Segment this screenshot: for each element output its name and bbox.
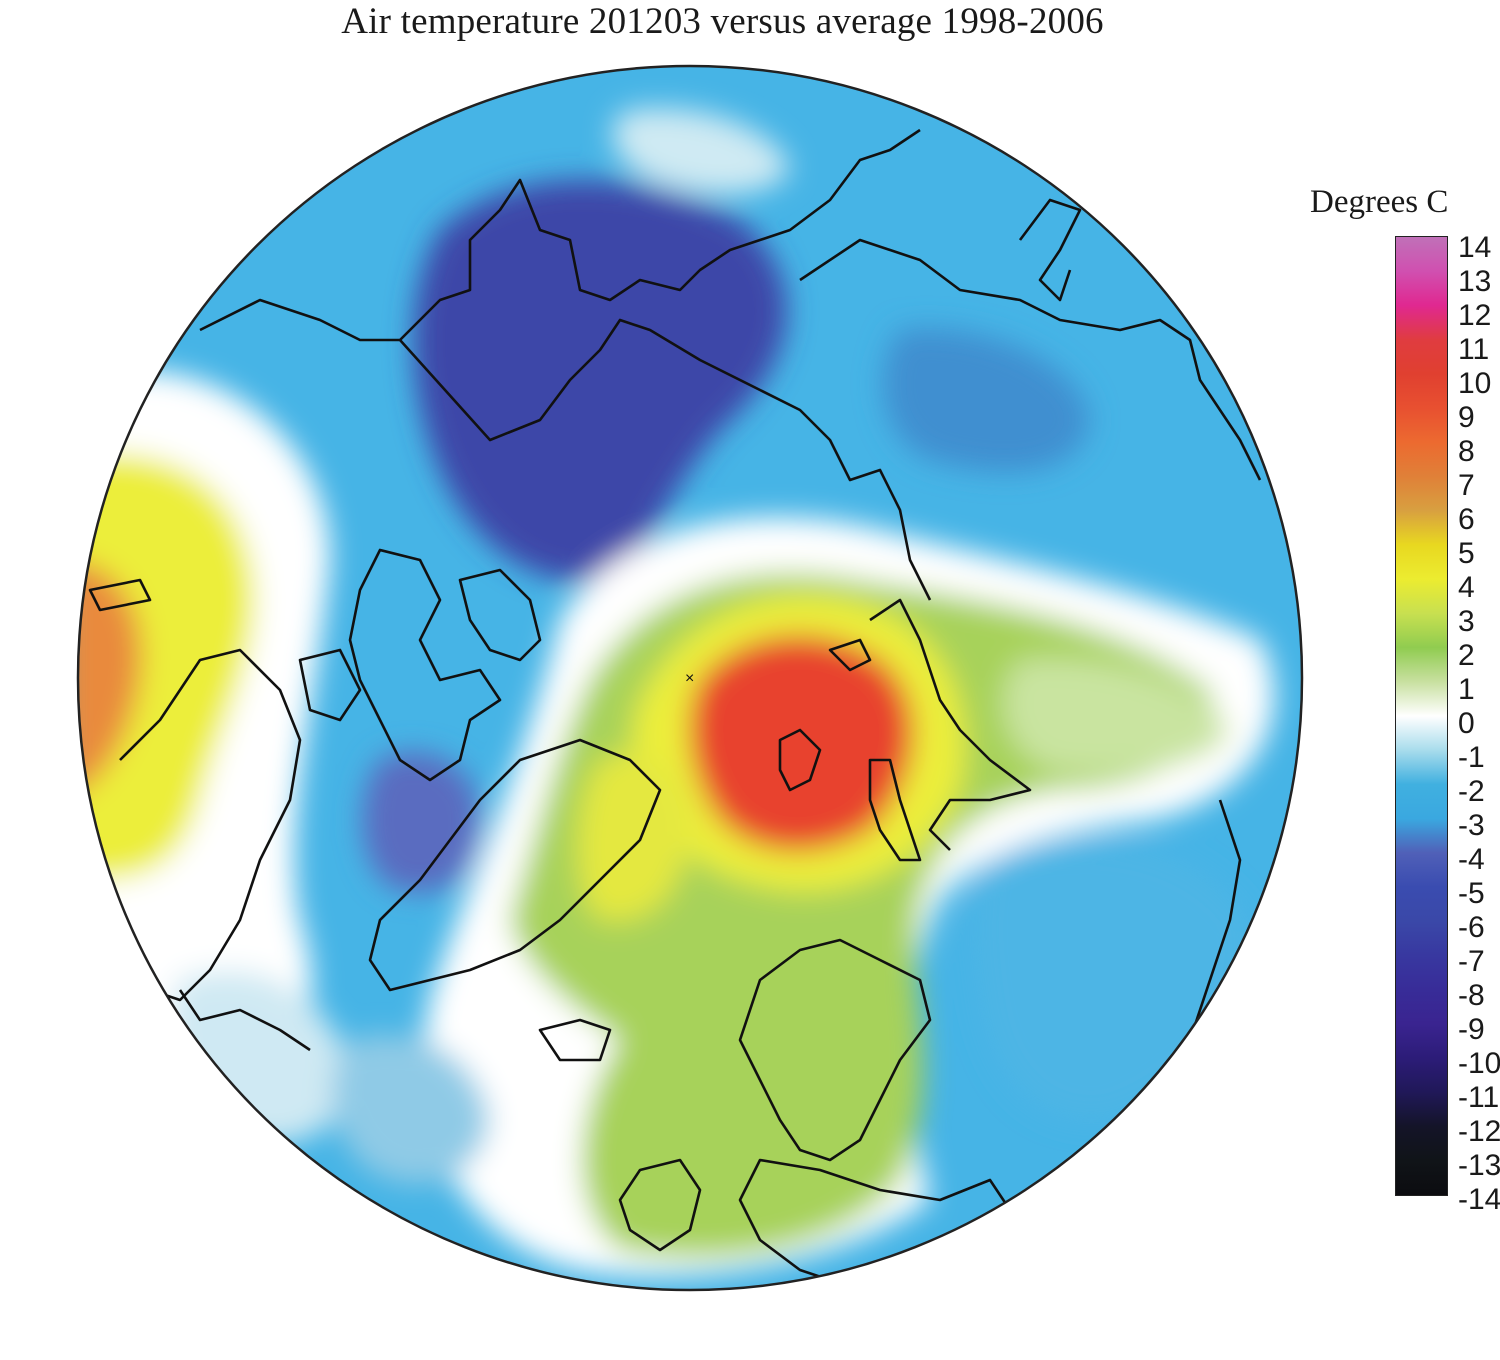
legend-tick-label: 14	[1458, 231, 1492, 264]
coastline-svalbard	[778, 728, 822, 792]
coastline-archipelago-2	[458, 568, 542, 662]
anomaly-deep-negative	[413, 180, 787, 582]
legend-tick-label: 1	[1458, 673, 1475, 706]
legend-tick-label: 9	[1458, 401, 1475, 434]
coastline-russia-north	[869, 598, 1032, 851]
coastline-north-canada	[399, 318, 932, 601]
coastline-canada-west	[119, 648, 302, 1002]
legend-tick-label: 0	[1458, 707, 1475, 740]
legend-tick-label: -10	[1458, 1047, 1500, 1080]
legend-tick-label: 2	[1458, 639, 1475, 672]
temperature-anomaly-field	[78, 66, 1302, 1290]
coastline-novaya-zemlya	[868, 758, 922, 862]
legend-title: Degrees C	[1310, 184, 1449, 220]
legend-tick-label: 3	[1458, 605, 1475, 638]
coastline-alaska	[199, 128, 921, 342]
coastline-nw-islands	[88, 578, 152, 612]
legend-tick-label: 5	[1458, 537, 1475, 570]
anomaly-east-negative	[883, 328, 1090, 472]
coastline-siberia	[799, 238, 1262, 481]
coastline-hudson	[178, 989, 311, 1052]
chart-title: Air temperature 201203 versus average 19…	[341, 1, 1104, 42]
coastline-archipelago-3	[298, 648, 362, 722]
legend-tick-label: -5	[1458, 877, 1485, 910]
legend-tick-label: 4	[1458, 571, 1475, 604]
legend-tick-label: -11	[1458, 1081, 1500, 1114]
legend-tick-label: -9	[1458, 1013, 1485, 1046]
legend-color-bar	[1395, 236, 1448, 1196]
legend-tick-label: 7	[1458, 469, 1475, 502]
coastline-greenland	[368, 738, 662, 992]
north-pole-marker: ×	[685, 670, 694, 687]
legend-tick-label: -4	[1458, 843, 1485, 876]
anomaly-hot	[689, 635, 913, 852]
legend-tick-label: -12	[1458, 1115, 1500, 1148]
coastline-franz-josef	[828, 638, 872, 672]
legend-tick-label: -8	[1458, 979, 1485, 1012]
legend-tick-label: 12	[1458, 299, 1492, 332]
anomaly-green-light	[1003, 658, 1230, 774]
legend-tick-label: 11	[1458, 333, 1490, 366]
coastline-iceland	[538, 1018, 612, 1062]
legend-tick-label: -1	[1458, 741, 1485, 774]
legend-tick-label: -3	[1458, 809, 1485, 842]
anomaly-mid-negative	[362, 752, 480, 893]
anomaly-nw-warm	[78, 454, 255, 880]
anomaly-sw-blue	[332, 1034, 490, 1184]
anomaly-yellow-left	[577, 752, 690, 922]
map-boundary	[76, 64, 1304, 1292]
coastline-scandinavia	[738, 938, 932, 1162]
legend-tick-label: -7	[1458, 945, 1485, 978]
coastline-archipelago-1	[348, 548, 502, 782]
legend-tick-label: 13	[1458, 265, 1492, 298]
legend-tick-label: -14	[1458, 1183, 1500, 1216]
coastline-europe	[618, 1158, 702, 1252]
legend-tick-label: -2	[1458, 775, 1485, 808]
legend-tick-label: -13	[1458, 1149, 1500, 1182]
legend-tick-label: 8	[1458, 435, 1475, 468]
legend-tick-label: -6	[1458, 911, 1485, 944]
legend-tick-label: 6	[1458, 503, 1475, 536]
anomaly-north-white	[612, 108, 790, 194]
legend-tick-label: 10	[1458, 367, 1492, 400]
coastline-east-edge	[1018, 198, 1082, 302]
